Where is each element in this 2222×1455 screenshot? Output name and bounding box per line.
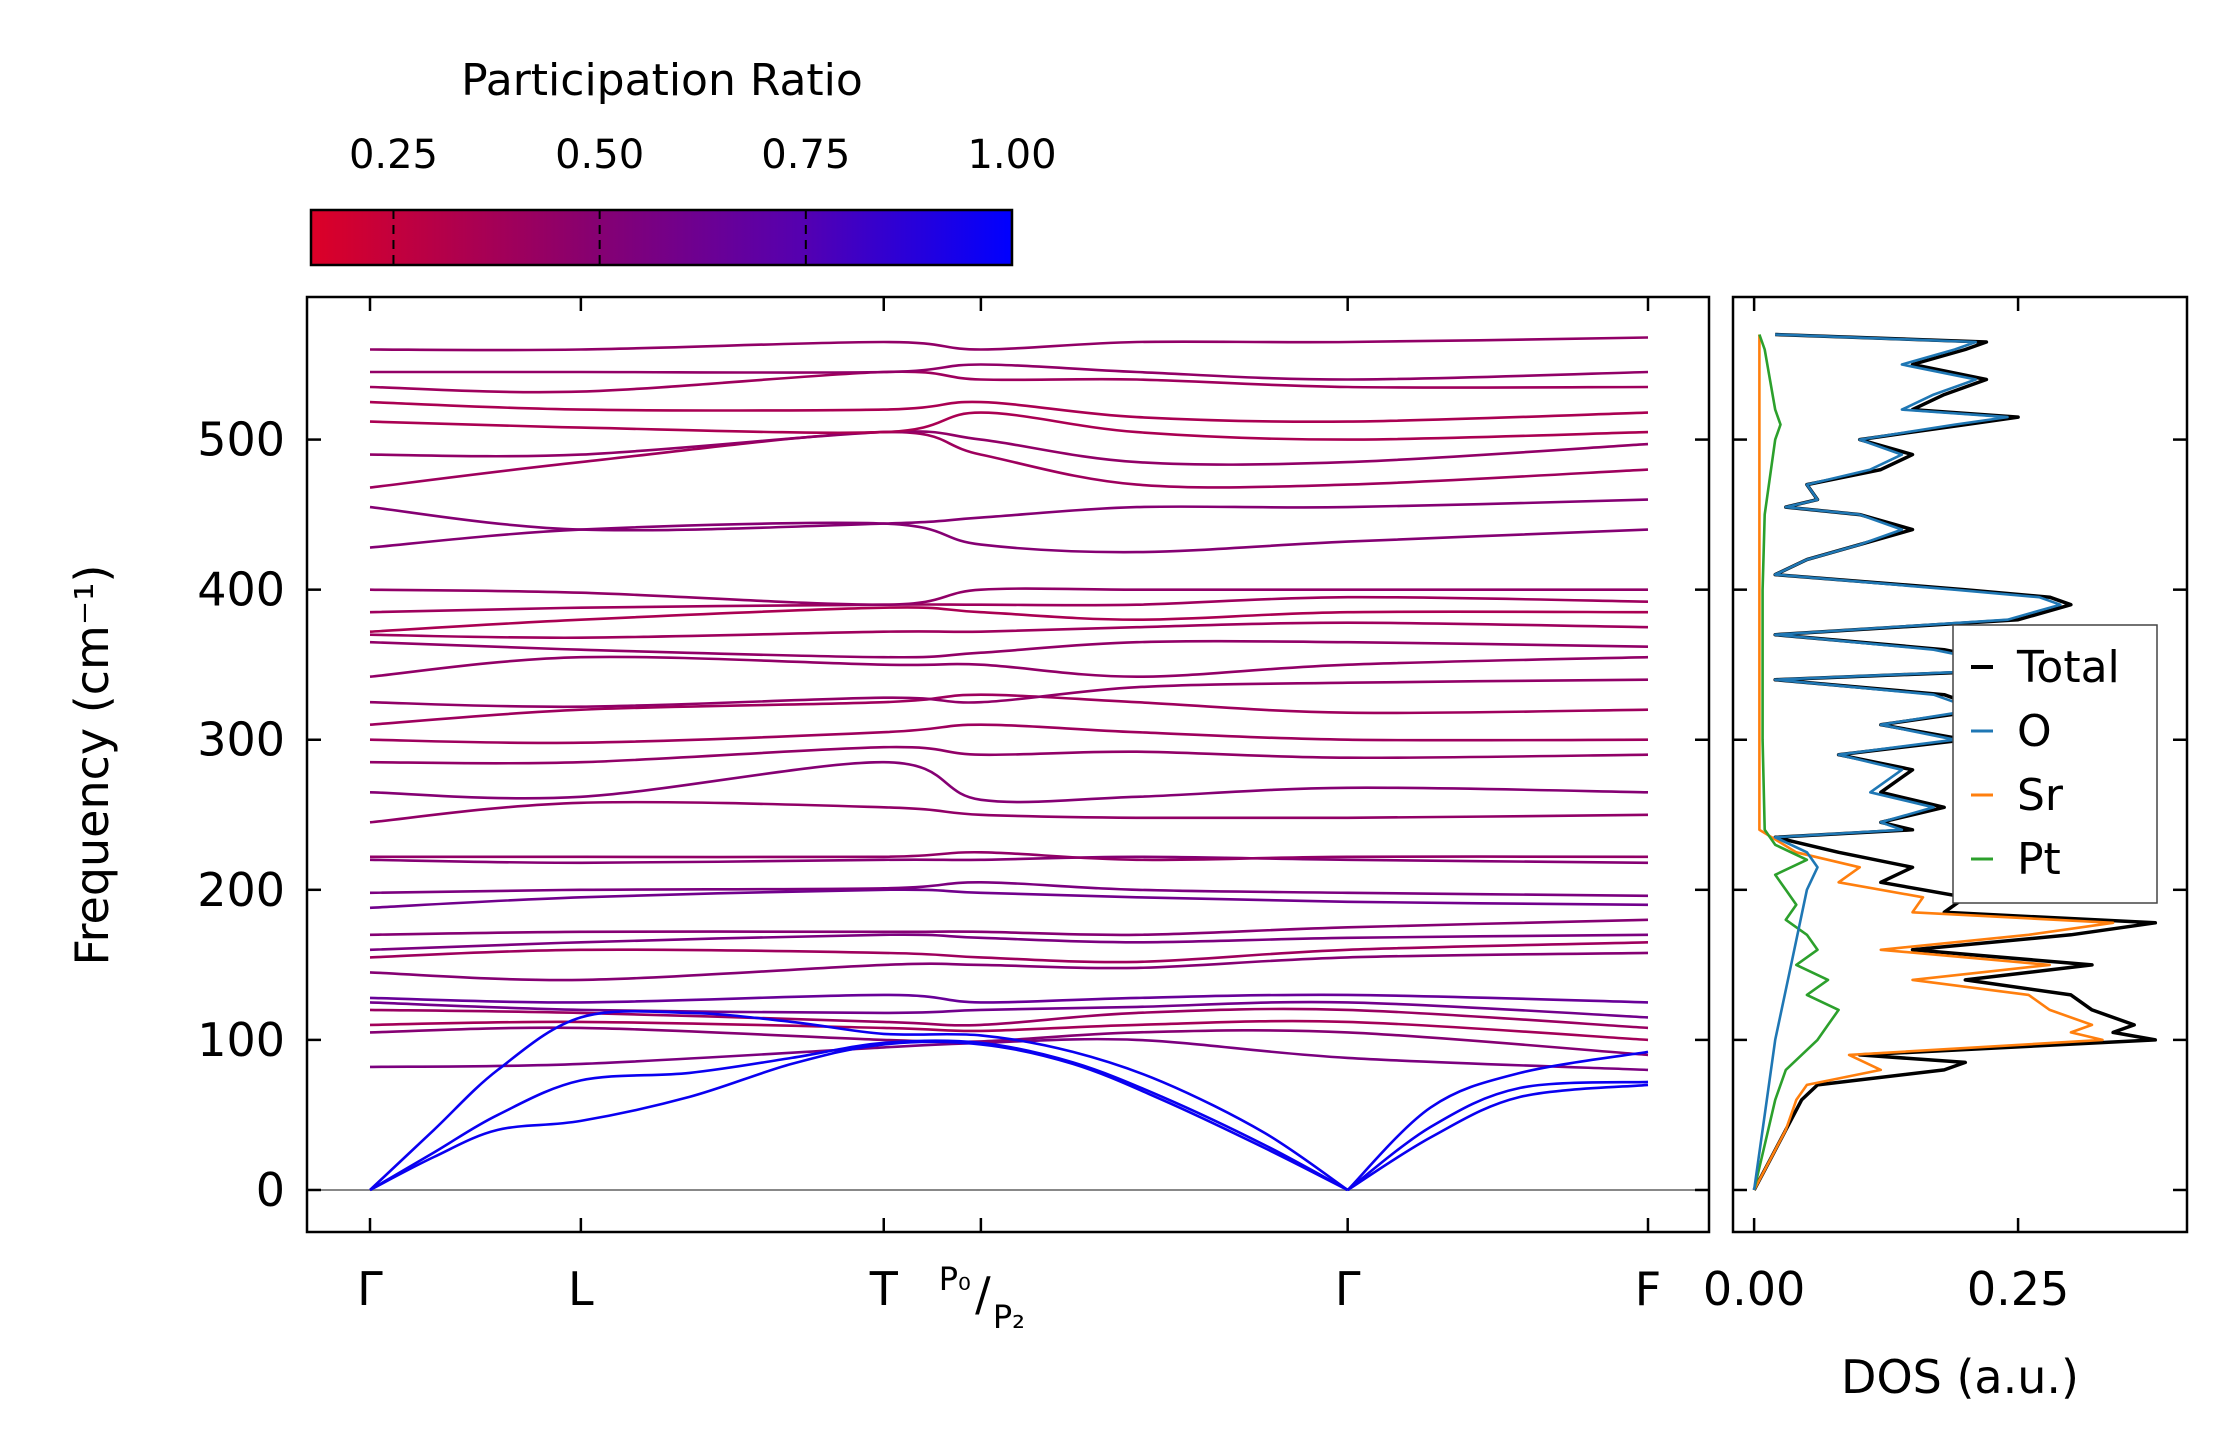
- dos-series-o: [1752, 333, 2062, 1191]
- k-point-label: F: [1635, 1262, 1661, 1316]
- optical-band: [369, 1026, 1649, 1057]
- y-axis-label: Frequency (cm⁻¹): [65, 565, 119, 966]
- k-point-label: Γ: [1335, 1262, 1361, 1316]
- k-point-label: L: [568, 1262, 594, 1316]
- acoustic-band: [1346, 1050, 1649, 1191]
- colorbar-tick-label: 0.50: [555, 132, 644, 178]
- optical-band: [369, 606, 1649, 633]
- acoustic-band: [369, 1010, 1349, 1192]
- optical-band: [369, 760, 1649, 804]
- optical-band: [369, 521, 1649, 554]
- optical-band: [369, 933, 1649, 952]
- optical-band: [369, 951, 1649, 982]
- y-tick-label: 100: [197, 1013, 285, 1067]
- colorbar-tick-label: 1.00: [967, 132, 1056, 178]
- optical-band: [369, 1037, 1649, 1072]
- k-point-label: P₀ / P₂: [939, 1260, 1025, 1336]
- y-tick-label: 200: [197, 863, 285, 917]
- optical-band: [369, 370, 1649, 394]
- legend-box: [1952, 624, 2158, 904]
- k-point-label-slash: /: [975, 1267, 991, 1321]
- optical-band: [369, 880, 1649, 898]
- optical-band: [369, 723, 1649, 745]
- dos-x-tick-label: 0.00: [1703, 1262, 1805, 1316]
- optical-band: [369, 430, 1649, 466]
- band-structure-panel: 0 100 200 300 400 500 Γ L T P₀ / P₂ Γ F Frequency (c…: [65, 295, 1711, 1336]
- colorbar-gradient: [309, 208, 1014, 267]
- optical-band: [369, 745, 1649, 765]
- optical-band: [369, 595, 1649, 614]
- acoustic-band: [1346, 1080, 1649, 1192]
- acoustic-band: [369, 1039, 1349, 1192]
- optical-band: [369, 1019, 1649, 1042]
- optical-band: [370, 850, 1649, 862]
- colorbar: Participation Ratio 0.25 0.50 0.75 1.00: [309, 55, 1057, 267]
- legend-label: O: [2017, 706, 2052, 757]
- optical-band: [369, 1007, 1649, 1030]
- optical-band: [369, 655, 1649, 679]
- acoustic-band: [1347, 1083, 1649, 1192]
- optical-band: [369, 639, 1649, 659]
- optical-band: [369, 411, 1649, 441]
- band-x-ticks: Γ L T P₀ / P₂ Γ F: [357, 297, 1661, 1336]
- colorbar-tick-label: 0.25: [349, 132, 438, 178]
- k-point-label-denominator: P₂: [993, 1298, 1025, 1336]
- optical-band: [369, 888, 1649, 910]
- dos-lines: [1752, 332, 2158, 1191]
- optical-band: [369, 941, 1649, 964]
- band-axes-frame: [305, 295, 1711, 1234]
- x-axis-label: DOS (a.u.): [1841, 1350, 2079, 1404]
- optical-band: [369, 587, 1648, 607]
- optical-band: [369, 336, 1649, 352]
- colorbar-tick-label: 0.75: [761, 132, 850, 178]
- k-point-label: T: [869, 1262, 899, 1316]
- optical-band: [369, 400, 1649, 424]
- dos-x-tick-label: 0.25: [1967, 1262, 2069, 1316]
- optical-band: [370, 363, 1649, 381]
- dos-axes-frame: [1731, 295, 2189, 1234]
- optical-band: [369, 621, 1649, 640]
- dos-panel: 0.00 0.25 DOS (a.u.) Total O Sr Pt: [1703, 295, 2189, 1404]
- optical-band: [369, 678, 1649, 709]
- dos-series-pt: [1752, 334, 1840, 1191]
- optical-band: [369, 800, 1649, 824]
- legend: Total O Sr Pt: [1952, 624, 2158, 904]
- y-tick-label: 300: [197, 713, 285, 767]
- k-point-label-numerator: P₀: [939, 1260, 971, 1298]
- band-lines: [307, 336, 1709, 1192]
- optical-band: [369, 430, 1649, 489]
- y-tick-label: 500: [197, 413, 285, 467]
- legend-label: Sr: [2017, 770, 2064, 821]
- k-point-label: Γ: [357, 1262, 383, 1316]
- optical-band: [369, 855, 1649, 865]
- legend-label: Total: [2016, 642, 2120, 693]
- dos-series-sr: [1752, 334, 2115, 1191]
- optical-band: [369, 693, 1649, 726]
- optical-band: [369, 1000, 1649, 1019]
- acoustic-band: [369, 1040, 1349, 1192]
- dos-ticks: 0.00 0.25: [1703, 297, 2187, 1316]
- optical-band: [369, 918, 1649, 937]
- y-tick-label: 0: [256, 1163, 285, 1217]
- optical-band: [369, 498, 1649, 532]
- legend-label: Pt: [2017, 834, 2061, 885]
- band-y-ticks: 0 100 200 300 400 500: [197, 413, 1709, 1217]
- colorbar-ticks: 0.25 0.50 0.75 1.00: [349, 132, 1057, 265]
- colorbar-title: Participation Ratio: [461, 55, 863, 106]
- optical-band: [369, 993, 1649, 1004]
- y-tick-label: 400: [197, 563, 285, 617]
